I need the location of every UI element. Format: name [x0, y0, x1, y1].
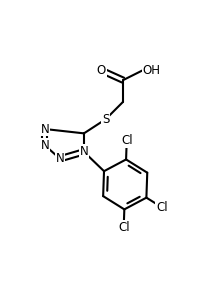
- Text: N: N: [40, 139, 49, 152]
- Text: S: S: [102, 113, 109, 126]
- Text: N: N: [40, 123, 49, 136]
- Text: OH: OH: [143, 64, 161, 77]
- Text: N: N: [56, 152, 64, 165]
- Text: Cl: Cl: [156, 201, 168, 214]
- Text: O: O: [97, 64, 106, 77]
- Text: Cl: Cl: [118, 221, 130, 234]
- Text: N: N: [80, 145, 88, 158]
- Text: Cl: Cl: [121, 135, 132, 148]
